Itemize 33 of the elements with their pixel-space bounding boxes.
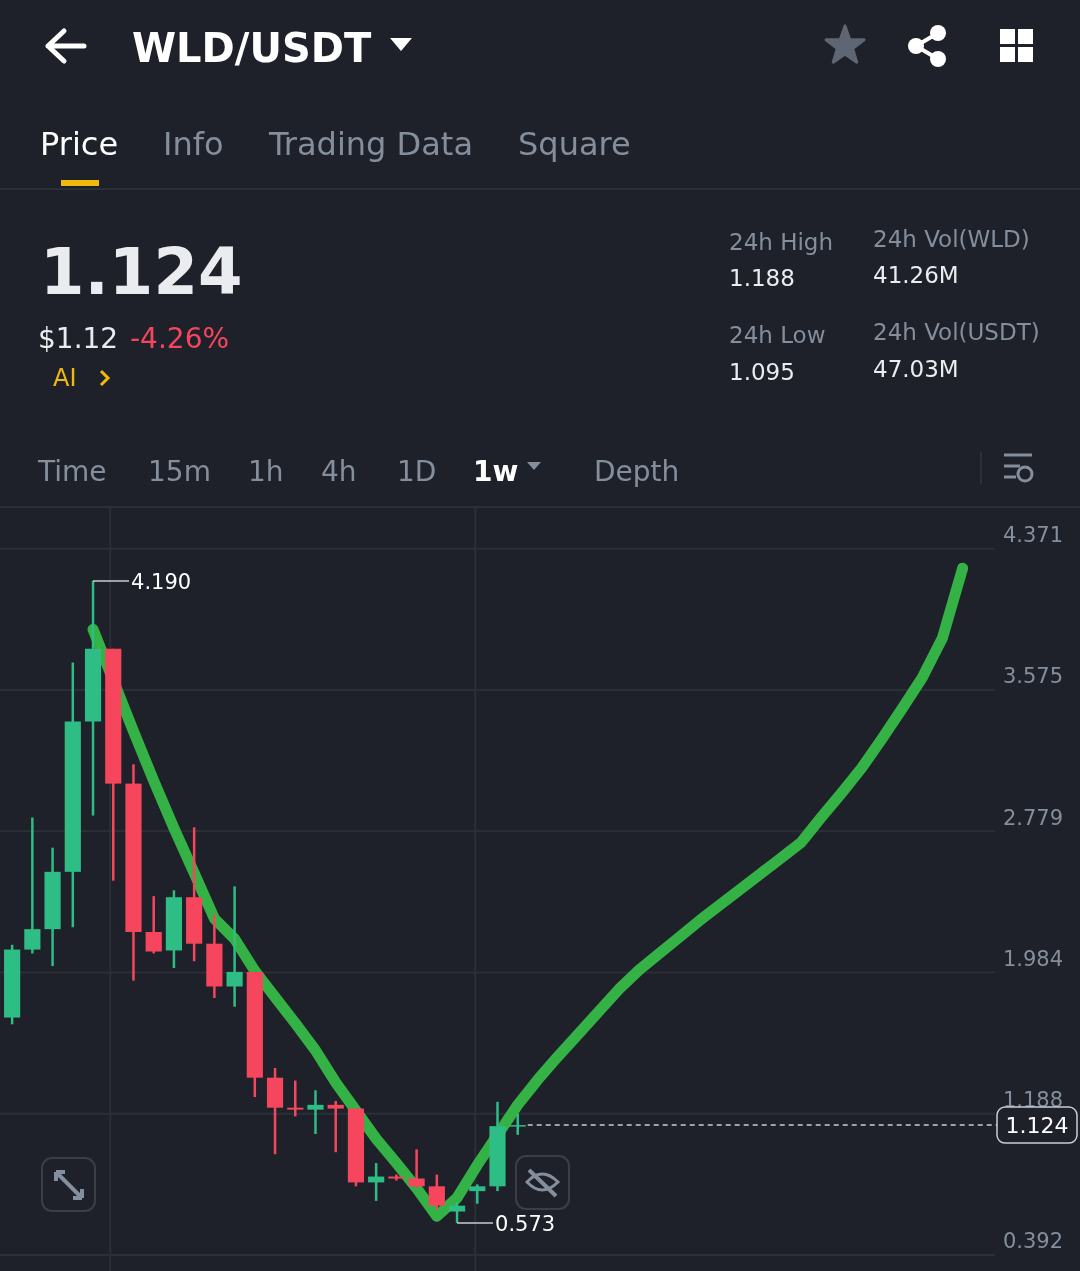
annotation: 4.190 [131, 569, 192, 594]
text: 4h [321, 455, 357, 488]
text: 41.26M [873, 262, 959, 288]
text: 1h [248, 455, 284, 488]
text: $1.12 [38, 322, 119, 355]
text: 1w [473, 455, 519, 488]
text: -4.26% [130, 322, 230, 355]
text: Trading Data [268, 125, 473, 163]
y-tick-label: 2.779 [1002, 805, 1063, 830]
text: Time [37, 455, 107, 488]
text: Price [40, 125, 119, 163]
y-tick-label: 1.188 [1002, 1087, 1063, 1112]
text: 24h High [729, 229, 834, 255]
y-tick-label: 3.575 [1002, 664, 1063, 689]
text: 1.124 [40, 235, 243, 309]
text: AI [53, 364, 77, 392]
annotation: 0.573 [495, 1211, 556, 1236]
y-tick-label: 1.984 [1002, 946, 1063, 971]
y-tick-label: 0.392 [1002, 1229, 1063, 1254]
text: 24h Vol(USDT) [873, 319, 1040, 345]
text: 1.188 [729, 265, 795, 291]
text: Square [518, 125, 631, 163]
text: 24h Vol(WLD) [873, 226, 1030, 252]
ref-line-label: 1.124 [1005, 1113, 1069, 1139]
text: 1D [397, 455, 437, 488]
y-tick-label: 4.371 [1002, 522, 1063, 547]
text: Depth [594, 455, 680, 488]
text: Info [163, 125, 224, 163]
text: 47.03M [873, 356, 959, 382]
text: 15m [148, 455, 211, 488]
chart-title: WLD/USDT [132, 25, 372, 71]
text: 24h Low [729, 322, 826, 348]
text: 1.095 [729, 359, 795, 385]
